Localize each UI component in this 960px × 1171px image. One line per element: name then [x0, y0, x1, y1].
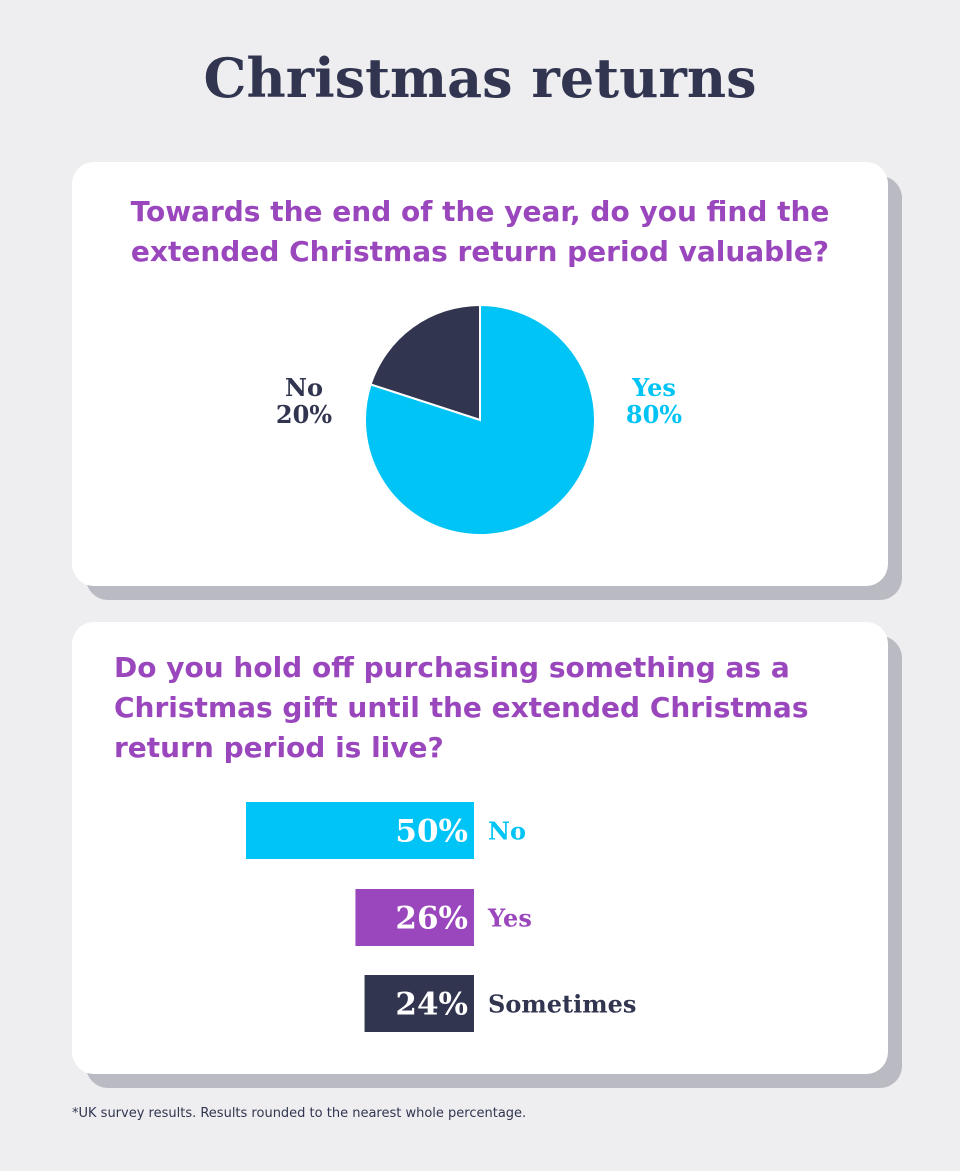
bar-category-label: No: [488, 817, 526, 846]
pie-label-no-name: No: [285, 373, 323, 402]
pie-label-yes-name: Yes: [632, 373, 676, 402]
bar-category-label: Yes: [487, 904, 532, 933]
bar-value-label: 24%: [395, 987, 468, 1023]
footnote: *UK survey results. Results rounded to t…: [72, 1106, 527, 1121]
pie-question: Towards the end of the year, do you find…: [130, 195, 830, 268]
pie-label-no-value: 20%: [275, 400, 333, 429]
bar-yes: [355, 889, 474, 946]
bar-value-label: 26%: [395, 901, 468, 937]
pie-label-no: No 20%: [262, 374, 346, 428]
bar-question: Do you hold off purchasing something as …: [114, 651, 809, 764]
pie-label-yes: Yes 80%: [610, 374, 698, 428]
bar-no: [246, 802, 474, 859]
pie-slice-no: [369, 303, 481, 422]
bar-value-label: 50%: [395, 814, 468, 850]
pie-label-yes-value: 80%: [625, 400, 683, 429]
bar-card: Do you hold off purchasing something as …: [72, 622, 888, 1074]
bar-chart: 50% No 26% Yes 24% Sometimes: [246, 802, 636, 1032]
page-title: Christmas returns: [203, 46, 757, 110]
bar-sometimes: [364, 975, 474, 1032]
pie-chart: [364, 303, 596, 536]
pie-slice-yes: [364, 303, 596, 536]
bar-category-label: Sometimes: [488, 990, 636, 1019]
pie-card: Towards the end of the year, do you find…: [72, 162, 888, 586]
